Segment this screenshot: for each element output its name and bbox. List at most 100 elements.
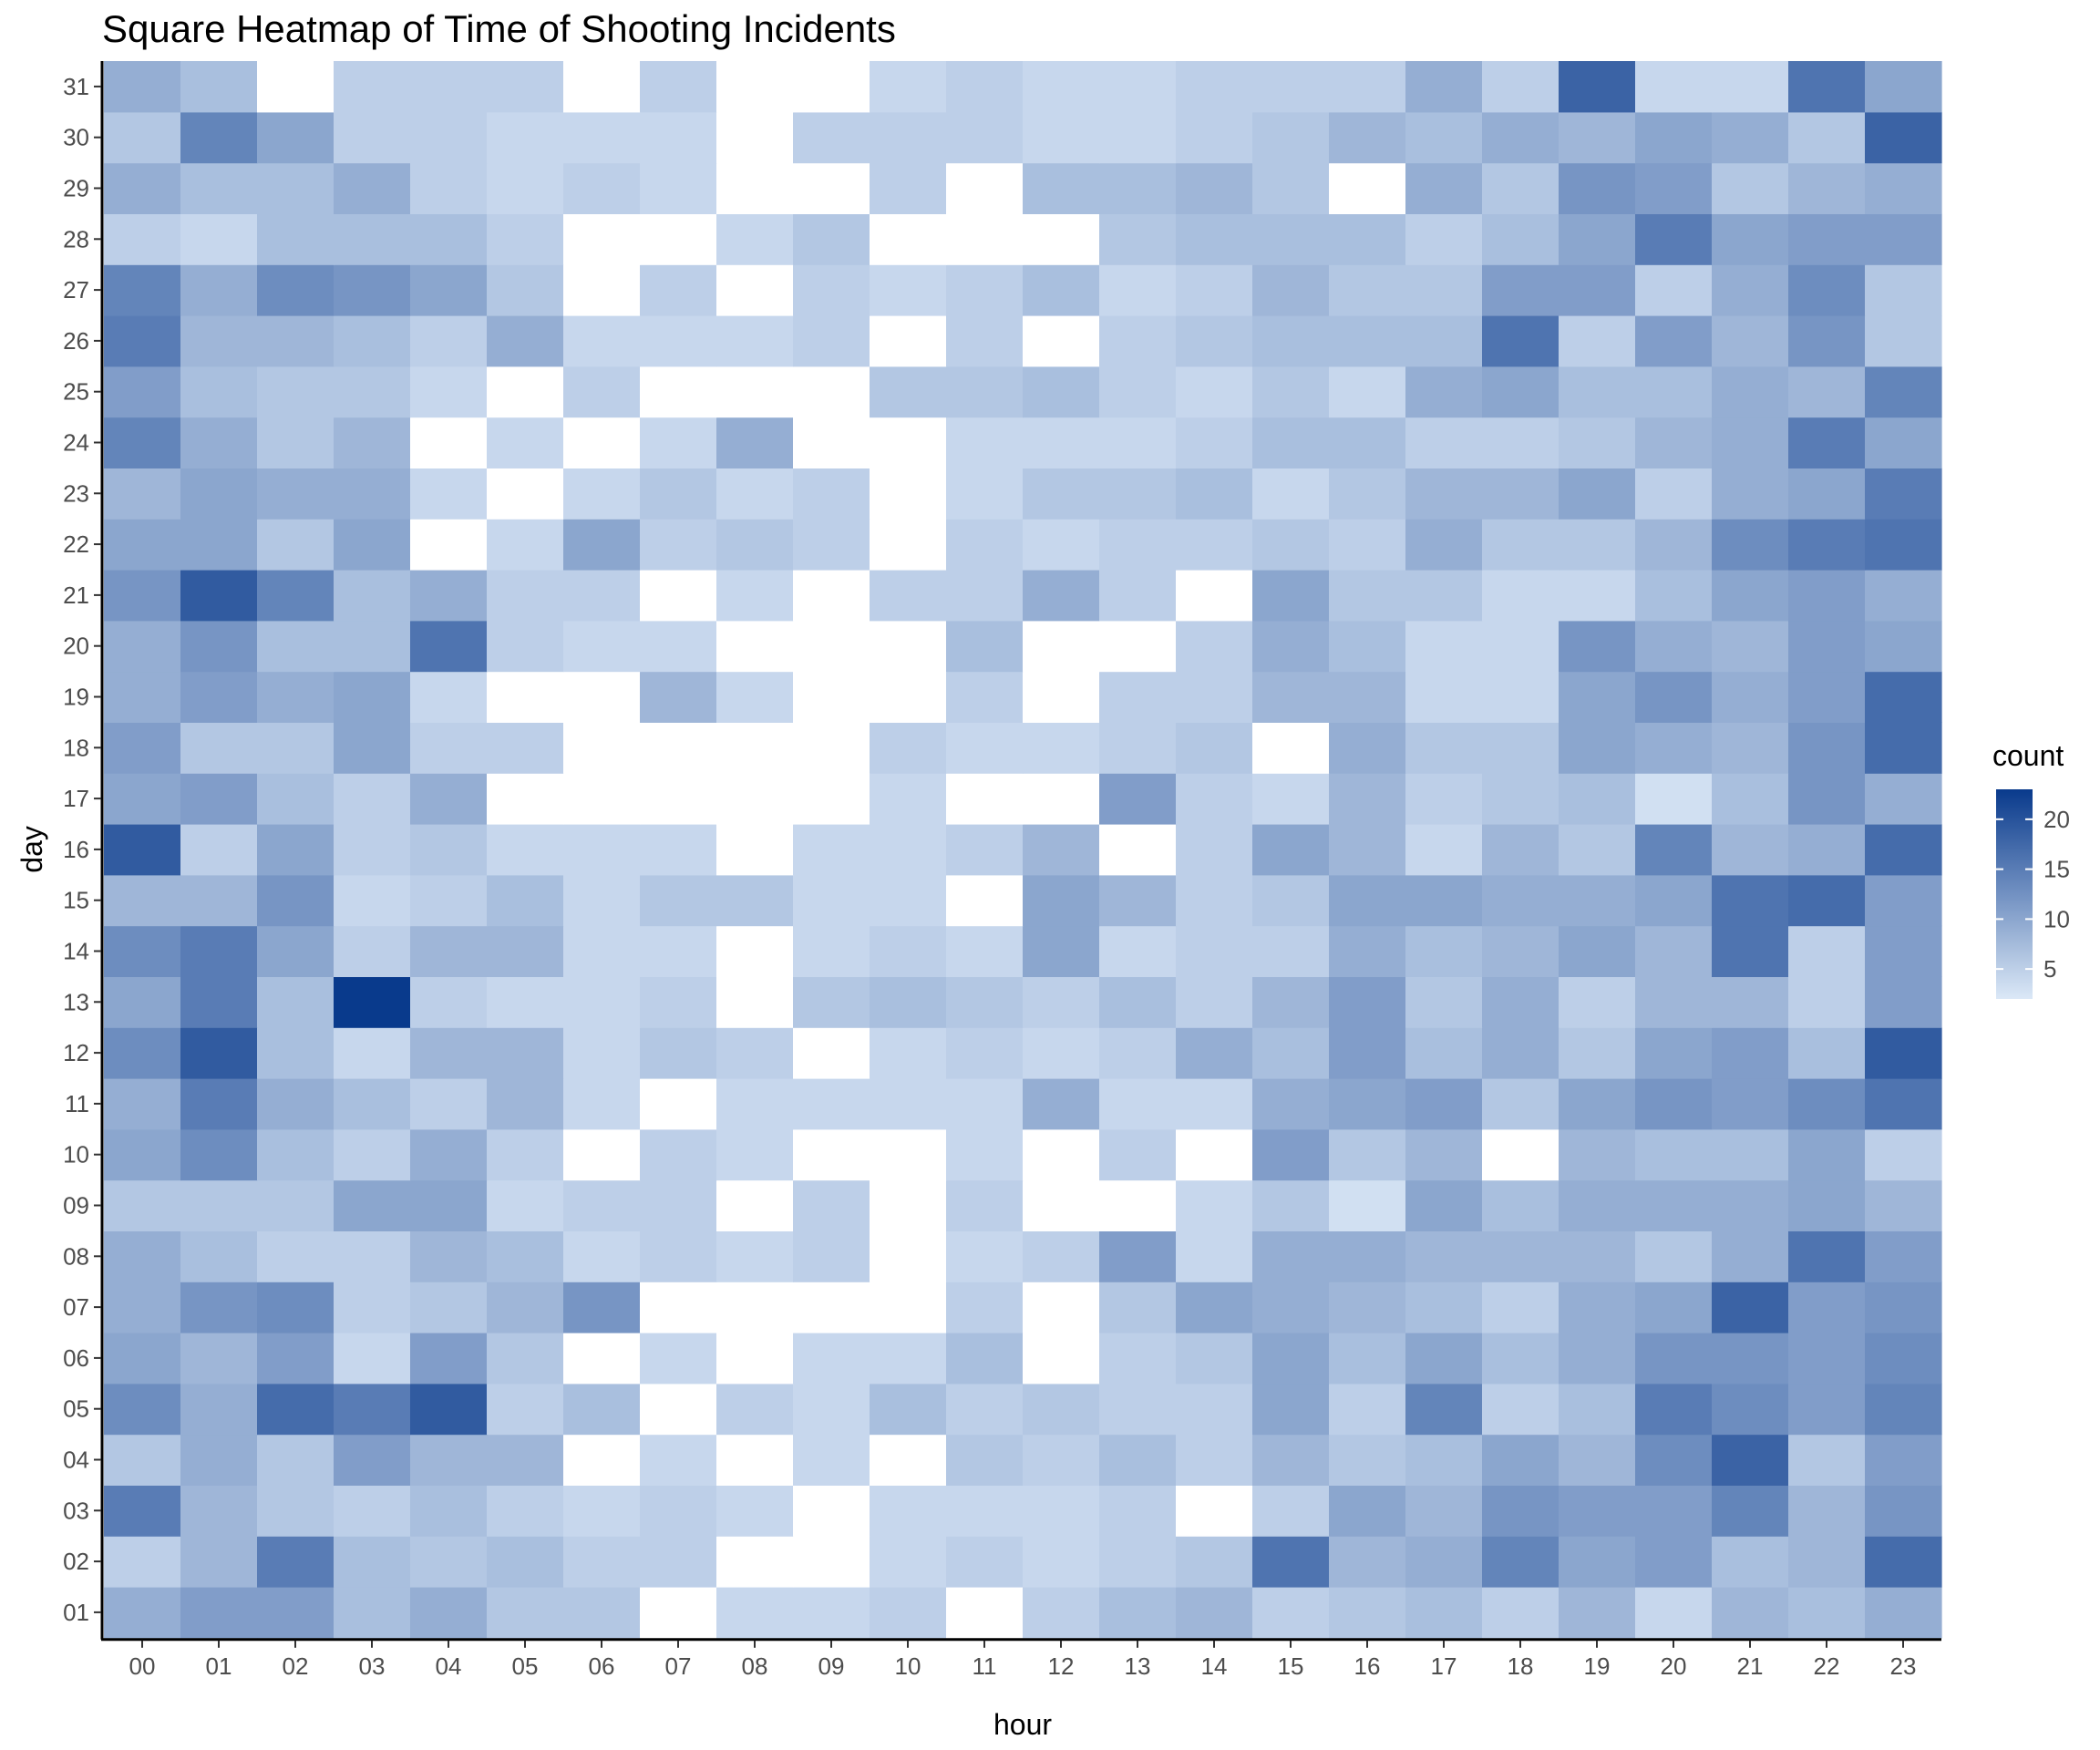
heatmap-cell-day-05-hour-08 [716, 1383, 794, 1436]
heatmap-cell-day-27-hour-07 [640, 264, 717, 316]
heatmap-cell-day-31-hour-15 [1252, 61, 1330, 113]
heatmap-cell-day-11-hour-03 [334, 1078, 411, 1130]
heatmap-cell-day-20-hour-00 [104, 620, 181, 673]
heatmap-cell-day-23-hour-20 [1635, 468, 1713, 520]
x-tick-label: 01 [206, 1652, 232, 1680]
heatmap-cell-day-24-hour-01 [180, 417, 258, 468]
heatmap-cell-day-09-hour-11 [946, 1179, 1024, 1231]
heatmap-cell-day-12-hour-22 [1788, 1027, 1866, 1079]
heatmap-cell-day-29-hour-12 [1023, 162, 1100, 214]
heatmap-cell-day-08-hour-22 [1788, 1230, 1866, 1282]
heatmap-cell-day-16-hour-18 [1482, 824, 1560, 876]
heatmap-cell-day-23-hour-17 [1405, 468, 1483, 520]
heatmap-cell-day-19-hour-08 [716, 671, 794, 723]
heatmap-cell-day-05-hour-20 [1635, 1383, 1713, 1436]
heatmap-cell-day-21-hour-15 [1252, 570, 1330, 622]
y-tick-label: 24 [63, 429, 89, 457]
x-tick-label: 22 [1814, 1652, 1840, 1680]
heatmap-cell-day-18-hour-06 [563, 722, 641, 774]
heatmap-cell-day-30-hour-17 [1405, 111, 1483, 164]
heatmap-cell-day-06-hour-05 [487, 1333, 564, 1385]
heatmap-cell-day-03-hour-04 [410, 1485, 488, 1537]
heatmap-cell-day-10-hour-09 [793, 1128, 870, 1181]
heatmap-cell-day-09-hour-03 [334, 1179, 411, 1231]
heatmap-cell-day-15-hour-05 [487, 874, 564, 927]
heatmap-cell-day-02-hour-04 [410, 1536, 488, 1588]
heatmap-cell-day-07-hour-00 [104, 1282, 181, 1333]
heatmap-cell-day-15-hour-21 [1712, 874, 1789, 927]
heatmap-cell-day-05-hour-15 [1252, 1383, 1330, 1436]
heatmap-cell-day-04-hour-02 [257, 1434, 335, 1486]
heatmap-cell-day-30-hour-10 [870, 111, 947, 164]
heatmap-cell-day-09-hour-20 [1635, 1179, 1713, 1231]
heatmap-cell-day-01-hour-13 [1099, 1587, 1177, 1639]
heatmap-cell-day-14-hour-17 [1405, 925, 1483, 977]
x-tick-label: 07 [665, 1652, 692, 1680]
heatmap-cell-day-15-hour-17 [1405, 874, 1483, 927]
heatmap-cell-day-09-hour-02 [257, 1179, 335, 1231]
heatmap-cell-day-31-hour-13 [1099, 61, 1177, 113]
heatmap-cell-day-24-hour-11 [946, 417, 1024, 468]
heatmap-cell-day-10-hour-23 [1865, 1128, 1942, 1181]
heatmap-cell-day-30-hour-16 [1329, 111, 1406, 164]
heatmap-cell-day-01-hour-19 [1559, 1587, 1636, 1639]
heatmap-cell-day-14-hour-14 [1176, 925, 1253, 977]
heatmap-cell-day-17-hour-03 [334, 773, 411, 825]
heatmap-cell-day-23-hour-16 [1329, 468, 1406, 520]
heatmap-cell-day-14-hour-07 [640, 925, 717, 977]
heatmap-cell-day-05-hour-11 [946, 1383, 1024, 1436]
heatmap-cell-day-01-hour-02 [257, 1587, 335, 1639]
heatmap-cell-day-23-hour-04 [410, 468, 488, 520]
heatmap-cell-day-17-hour-23 [1865, 773, 1942, 825]
heatmap-cell-day-22-hour-15 [1252, 519, 1330, 571]
heatmap-cell-day-25-hour-19 [1559, 365, 1636, 418]
heatmap-cell-day-19-hour-23 [1865, 671, 1942, 723]
heatmap-cell-day-14-hour-04 [410, 925, 488, 977]
heatmap-cell-day-03-hour-03 [334, 1485, 411, 1537]
heatmap-cell-day-16-hour-21 [1712, 824, 1789, 876]
heatmap-cell-day-16-hour-02 [257, 824, 335, 876]
heatmap-cell-day-20-hour-11 [946, 620, 1024, 673]
heatmap-cell-day-19-hour-22 [1788, 671, 1866, 723]
heatmap-cell-day-16-hour-16 [1329, 824, 1406, 876]
heatmap-cell-day-30-hour-02 [257, 111, 335, 164]
heatmap-cell-day-19-hour-14 [1176, 671, 1253, 723]
heatmap-cell-day-24-hour-00 [104, 417, 181, 468]
heatmap-cell-day-19-hour-15 [1252, 671, 1330, 723]
heatmap-cell-day-07-hour-03 [334, 1282, 411, 1333]
heatmap-cell-day-26-hour-21 [1712, 315, 1789, 367]
heatmap-cell-day-16-hour-01 [180, 824, 258, 876]
heatmap-cell-day-12-hour-04 [410, 1027, 488, 1079]
heatmap-cell-day-31-hour-01 [180, 61, 258, 113]
heatmap-cell-day-01-hour-10 [870, 1587, 947, 1639]
heatmap-cell-day-21-hour-12 [1023, 570, 1100, 622]
heatmap-cell-day-19-hour-19 [1559, 671, 1636, 723]
heatmap-cell-day-17-hour-19 [1559, 773, 1636, 825]
heatmap-cell-day-29-hour-16 [1329, 162, 1406, 214]
heatmap-cell-day-13-hour-05 [487, 976, 564, 1028]
heatmap-cell-day-10-hour-04 [410, 1128, 488, 1181]
heatmap-cell-day-07-hour-23 [1865, 1282, 1942, 1333]
heatmap-cell-day-13-hour-20 [1635, 976, 1713, 1028]
heatmap-cell-day-30-hour-14 [1176, 111, 1253, 164]
heatmap-cell-day-02-hour-11 [946, 1536, 1024, 1588]
heatmap-cell-day-30-hour-01 [180, 111, 258, 164]
y-tick-label: 11 [65, 1090, 89, 1117]
heatmap-cell-day-28-hour-01 [180, 213, 258, 265]
heatmap-cell-day-01-hour-20 [1635, 1587, 1713, 1639]
heatmap-cell-day-14-hour-16 [1329, 925, 1406, 977]
heatmap-cell-day-20-hour-12 [1023, 620, 1100, 673]
heatmap-cell-day-14-hour-01 [180, 925, 258, 977]
heatmap-cell-day-11-hour-09 [793, 1078, 870, 1130]
heatmap-cell-day-07-hour-16 [1329, 1282, 1406, 1333]
heatmap-cell-day-30-hour-15 [1252, 111, 1330, 164]
heatmap-cell-day-27-hour-08 [716, 264, 794, 316]
heatmap-cell-day-25-hour-16 [1329, 365, 1406, 418]
heatmap-cell-day-09-hour-23 [1865, 1179, 1942, 1231]
heatmap-cell-day-22-hour-01 [180, 519, 258, 571]
heatmap-cell-day-10-hour-03 [334, 1128, 411, 1181]
y-tick-label: 18 [63, 734, 89, 761]
heatmap-cell-day-26-hour-22 [1788, 315, 1866, 367]
heatmap-cell-day-25-hour-15 [1252, 365, 1330, 418]
heatmap-cell-day-22-hour-02 [257, 519, 335, 571]
